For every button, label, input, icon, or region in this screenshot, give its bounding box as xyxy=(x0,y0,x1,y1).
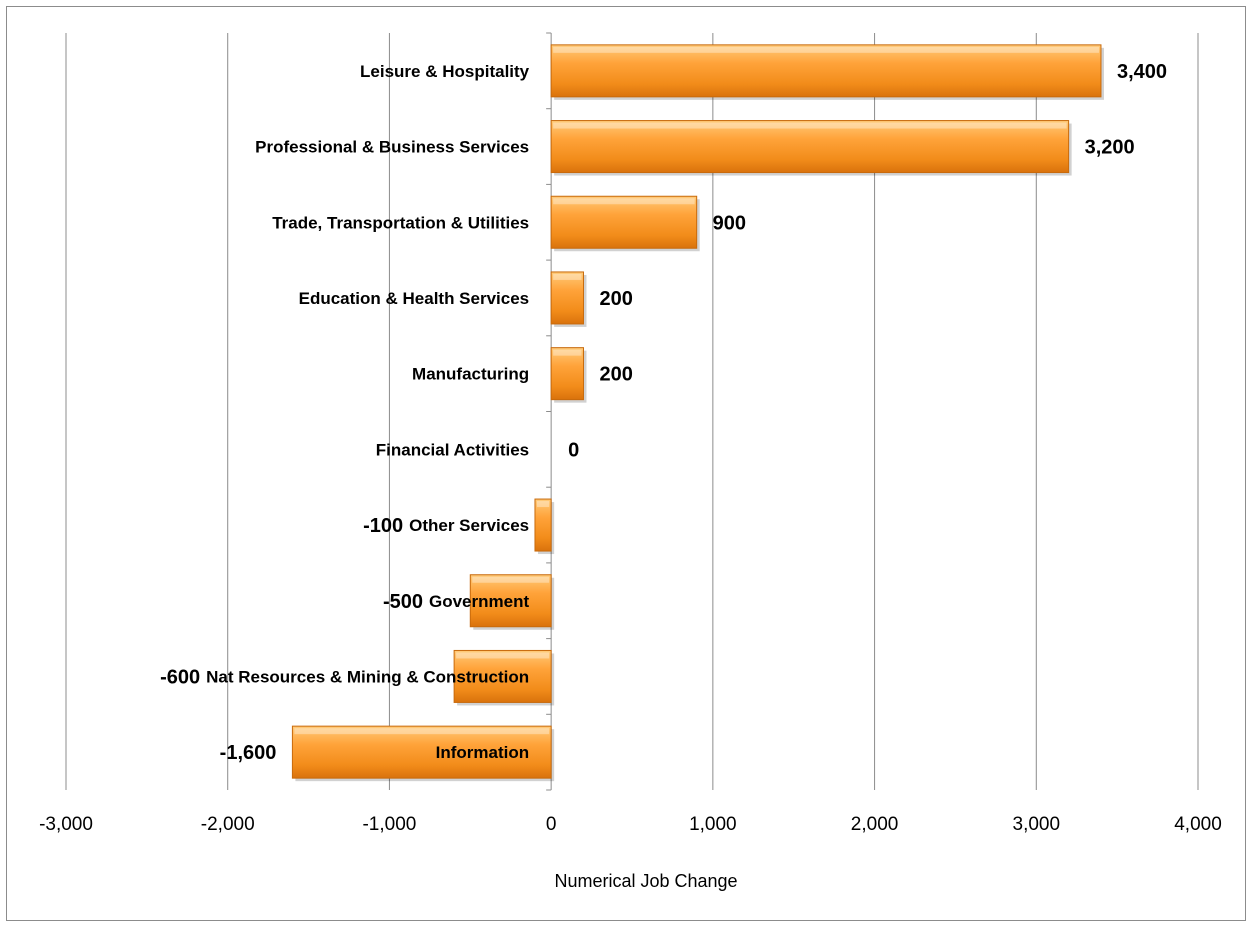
category-label-3: Education & Health Services xyxy=(299,289,530,308)
value-label-0: 3,400 xyxy=(1117,61,1167,83)
value-label-4: 200 xyxy=(599,364,632,386)
value-label-5: 0 xyxy=(568,439,579,461)
value-label-3: 200 xyxy=(599,288,632,310)
bar-3 xyxy=(550,271,584,325)
x-tick-label-7: 4,000 xyxy=(1174,814,1222,835)
category-label-2: Trade, Transportation & Utilities xyxy=(272,213,529,232)
category-label-6: Other Services xyxy=(409,516,529,535)
value-label-1: 3,200 xyxy=(1085,137,1135,159)
bar-8 xyxy=(453,649,552,703)
bar-highlight xyxy=(553,198,695,205)
bar-2 xyxy=(550,195,698,249)
bar-highlight xyxy=(553,122,1067,129)
labels: Leisure & Hospitality 3,400 Professional &… xyxy=(160,61,1167,764)
category-label-0: Leisure & Hospitality xyxy=(360,62,530,81)
x-tick-label-3: 0 xyxy=(546,814,557,835)
bars xyxy=(291,44,1104,782)
bar-9 xyxy=(291,725,552,779)
x-tick-label-2: -1,000 xyxy=(362,814,416,835)
bar-highlight xyxy=(553,349,582,356)
bar-0 xyxy=(550,44,1102,98)
x-tick-label-6: 3,000 xyxy=(1013,814,1061,835)
bar-1 xyxy=(550,120,1070,174)
bar-4 xyxy=(550,347,584,401)
category-label-7: Government xyxy=(429,592,529,611)
value-label-8: -600 xyxy=(160,666,200,688)
category-label-1: Professional & Business Services xyxy=(255,138,529,157)
bar-highlight xyxy=(472,576,550,583)
bar-highlight xyxy=(553,273,582,280)
x-tick-label-0: -3,000 xyxy=(39,814,93,835)
x-tick-label-5: 2,000 xyxy=(851,814,899,835)
bar-highlight xyxy=(456,652,550,659)
bar-7 xyxy=(469,574,552,628)
value-label-9: -1,600 xyxy=(220,742,277,764)
category-label-4: Manufacturing xyxy=(412,365,529,384)
value-label-6: -100 xyxy=(363,515,403,537)
x-axis-title: Numerical Job Change xyxy=(554,871,737,891)
bar-highlight xyxy=(536,501,550,508)
x-tick-label-4: 1,000 xyxy=(689,814,737,835)
category-label-8: Nat Resources & Mining & Construction xyxy=(206,667,529,686)
x-tick-label-1: -2,000 xyxy=(201,814,255,835)
bar-highlight xyxy=(553,46,1099,53)
category-label-9: Information xyxy=(436,743,530,762)
x-axis-ticks: -3,000 -2,000 -1,000 0 1,000 2,000 3,000 4,000 xyxy=(39,814,1222,835)
value-label-7: -500 xyxy=(383,591,423,613)
bar-6 xyxy=(534,498,552,552)
value-label-2: 900 xyxy=(713,212,746,234)
category-label-5: Financial Activities xyxy=(376,440,529,459)
bar-highlight xyxy=(294,728,550,735)
